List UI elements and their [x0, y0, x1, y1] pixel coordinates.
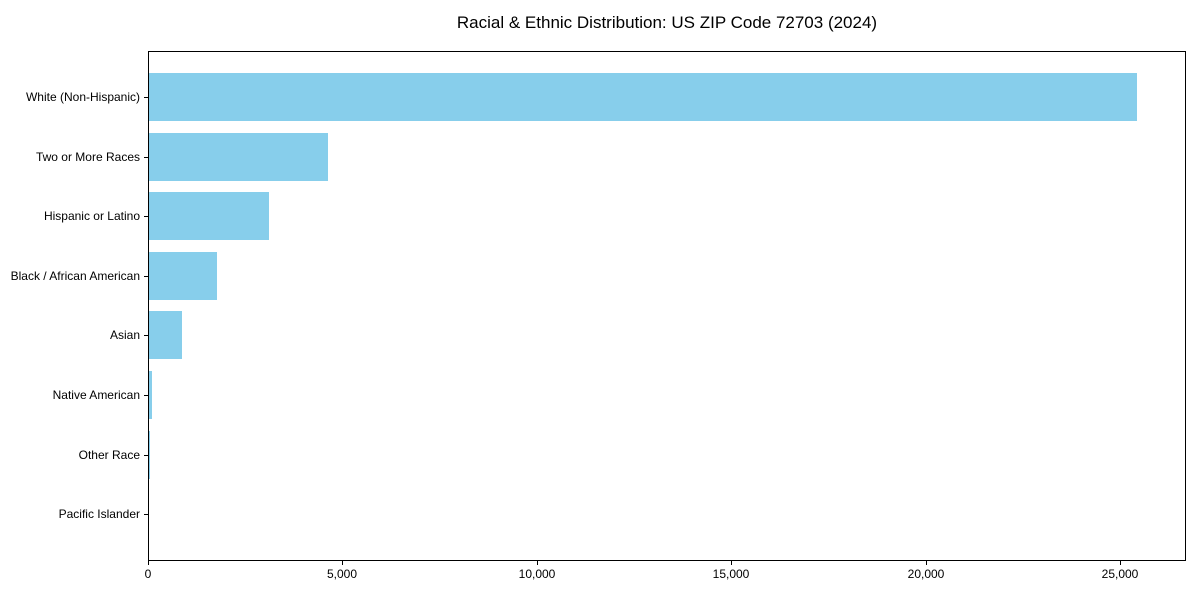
y-tick-label-pacific-islander: Pacific Islander: [58, 507, 140, 521]
bar-black-african-american: [149, 252, 217, 300]
y-tick-mark: [144, 157, 148, 158]
y-tick-mark: [144, 97, 148, 98]
bar-asian: [149, 311, 182, 359]
y-tick-label-hispanic-or-latino: Hispanic or Latino: [43, 209, 140, 223]
x-tick-mark: [731, 561, 732, 565]
bar-other-race: [149, 431, 150, 479]
y-tick-label-black-african-american: Black / African American: [10, 269, 140, 283]
bar-native-american: [149, 371, 152, 419]
y-tick-mark: [144, 455, 148, 456]
x-tick-label-15000: 15,000: [712, 567, 750, 581]
plot-area: [148, 51, 1186, 561]
x-tick-mark: [537, 561, 538, 565]
bar-hispanic-or-latino: [149, 192, 269, 240]
y-tick-mark: [144, 395, 148, 396]
x-tick-mark: [926, 561, 927, 565]
x-tick-mark: [148, 561, 149, 565]
y-tick-mark: [144, 335, 148, 336]
chart-title: Racial & Ethnic Distribution: US ZIP Cod…: [456, 13, 878, 32]
x-tick-label-25000: 25,000: [1101, 567, 1139, 581]
y-tick-label-white-non-hispanic: White (Non-Hispanic): [25, 90, 140, 104]
x-tick-label-10000: 10,000: [518, 567, 556, 581]
x-tick-label-5000: 5,000: [326, 567, 358, 581]
x-tick-mark: [1120, 561, 1121, 565]
y-tick-mark: [144, 514, 148, 515]
bar-two-or-more-races: [149, 133, 328, 181]
x-tick-label-20000: 20,000: [907, 567, 945, 581]
y-tick-label-two-or-more-races: Two or More Races: [35, 150, 140, 164]
y-tick-label-native-american: Native American: [52, 388, 140, 402]
x-tick-label-0: 0: [144, 567, 152, 581]
bar-white-non-hispanic: [149, 73, 1137, 121]
y-tick-mark: [144, 276, 148, 277]
y-tick-mark: [144, 216, 148, 217]
y-tick-label-other-race: Other Race: [78, 448, 140, 462]
x-tick-mark: [342, 561, 343, 565]
y-tick-label-asian: Asian: [109, 328, 140, 342]
